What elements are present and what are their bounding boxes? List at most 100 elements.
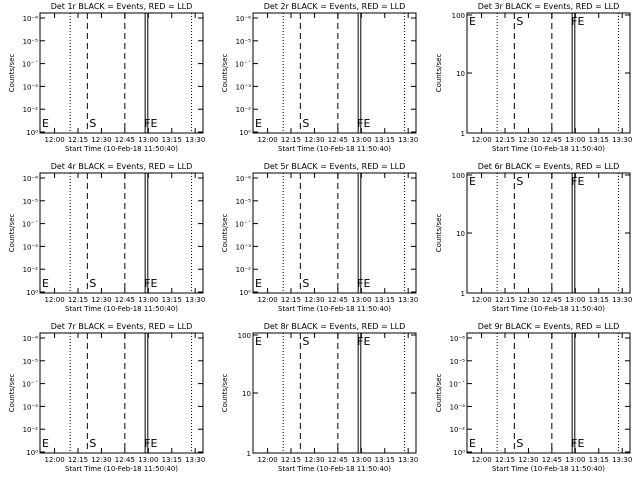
x-tick-label: 13:30 — [185, 136, 205, 144]
marker-FE: FE — [144, 437, 157, 450]
y-tick-label: 10⁻³ — [23, 403, 39, 411]
y-tick-label: 10⁻² — [23, 426, 39, 434]
x-tick-label: 12:15 — [495, 136, 515, 144]
x-tick-label: 12:45 — [115, 456, 135, 464]
y-tick-label: 10⁻´ — [449, 381, 465, 389]
x-axis-label: Start Time (10-Feb-18 11:50:40) — [278, 305, 391, 313]
panel-title: Det 8r BLACK = Events, RED = LLD — [264, 322, 406, 331]
marker-S: S — [302, 277, 309, 290]
y-tick-label: 10⁻³ — [236, 83, 252, 91]
marker-E: E — [42, 437, 49, 450]
plot-frame — [466, 332, 631, 454]
x-axis-label: Start Time (10-Feb-18 11:50:40) — [278, 465, 391, 473]
y-axis-label: Counts/sec — [221, 374, 229, 413]
y-tick-label: 10⁻² — [236, 266, 252, 274]
plot-frame — [39, 172, 204, 294]
y-tick-label: 10⁰ — [26, 449, 38, 457]
y-tick-label: 10⁻⁵ — [23, 358, 39, 366]
y-tick-label: 100 — [452, 172, 465, 180]
marker-S: S — [302, 117, 309, 130]
y-axis-label: Counts/sec — [8, 54, 16, 93]
x-tick-label: 13:30 — [398, 296, 418, 304]
y-tick-label: 1 — [247, 450, 251, 458]
y-tick-label: 10⁰ — [26, 129, 38, 137]
x-axis-label: Start Time (10-Feb-18 11:50:40) — [65, 465, 178, 473]
x-tick-label: 12:00 — [471, 136, 491, 144]
marker-S: S — [89, 437, 96, 450]
panel-title: Det 9r BLACK = Events, RED = LLD — [478, 322, 620, 331]
x-tick-label: 12:15 — [495, 456, 515, 464]
y-tick-label: 10 — [456, 70, 465, 78]
y-tick-label: 10 — [456, 230, 465, 238]
y-axis-label: Counts/sec — [435, 374, 443, 413]
x-tick-label: 13:30 — [612, 296, 632, 304]
x-tick-label: 13:15 — [589, 456, 609, 464]
marker-FE: FE — [571, 437, 584, 450]
y-tick-label: 10⁻´ — [235, 221, 251, 229]
y-tick-label: 10⁰ — [26, 289, 38, 297]
y-tick-label: 10⁻² — [23, 266, 39, 274]
x-tick-label: 13:15 — [375, 136, 395, 144]
x-tick-label: 12:30 — [304, 136, 324, 144]
x-tick-label: 12:30 — [518, 296, 538, 304]
y-tick-label: 10⁻⁵ — [23, 198, 39, 206]
x-tick-label: 12:00 — [44, 456, 64, 464]
y-tick-label: 1 — [461, 130, 465, 138]
marker-E: E — [42, 117, 49, 130]
x-tick-label: 12:00 — [44, 136, 64, 144]
y-tick-label: 10⁻⁶ — [450, 335, 466, 343]
marker-E: E — [255, 277, 262, 290]
x-tick-label: 12:45 — [115, 136, 135, 144]
x-tick-label: 12:45 — [115, 296, 135, 304]
y-axis-label: Counts/sec — [8, 214, 16, 253]
y-tick-label: 10⁻² — [236, 106, 252, 114]
y-tick-label: 10⁻⁵ — [23, 38, 39, 46]
x-tick-label: 12:00 — [257, 136, 277, 144]
y-tick-label: 10⁻³ — [23, 243, 39, 251]
x-tick-label: 13:15 — [162, 456, 182, 464]
x-tick-label: 13:00 — [351, 456, 371, 464]
marker-FE: FE — [357, 277, 370, 290]
x-tick-label: 12:00 — [257, 296, 277, 304]
x-tick-label: 12:30 — [518, 456, 538, 464]
y-tick-label: 100 — [452, 12, 465, 20]
x-tick-label: 13:15 — [375, 456, 395, 464]
x-tick-label: 12:15 — [68, 456, 88, 464]
marker-S: S — [516, 15, 523, 28]
x-tick-label: 12:45 — [328, 456, 348, 464]
y-axis-label: Counts/sec — [221, 54, 229, 93]
x-tick-label: 12:00 — [471, 296, 491, 304]
x-tick-label: 12:30 — [91, 136, 111, 144]
marker-FE: FE — [357, 117, 370, 130]
marker-E: E — [42, 277, 49, 290]
x-tick-label: 13:00 — [565, 136, 585, 144]
x-tick-label: 13:15 — [375, 296, 395, 304]
y-tick-label: 10⁻´ — [22, 61, 38, 69]
y-tick-label: 10⁻⁶ — [236, 15, 252, 23]
panel-9: Det 9r BLACK = Events, RED = LLD Counts/s… — [435, 322, 632, 473]
x-tick-label: 13:00 — [351, 136, 371, 144]
panel-title: Det 1r BLACK = Events, RED = LLD — [51, 2, 193, 11]
plot-frame — [466, 12, 631, 134]
marker-E: E — [255, 117, 262, 130]
x-tick-label: 13:15 — [589, 136, 609, 144]
marker-FE: FE — [571, 15, 584, 28]
marker-E: E — [469, 437, 476, 450]
y-tick-label: 10 — [242, 390, 251, 398]
x-tick-label: 12:15 — [68, 296, 88, 304]
x-tick-label: 12:00 — [471, 456, 491, 464]
x-tick-label: 13:30 — [185, 456, 205, 464]
panel-title: Det 6r BLACK = Events, RED = LLD — [478, 162, 620, 171]
x-tick-label: 13:00 — [351, 296, 371, 304]
x-tick-label: 13:30 — [612, 456, 632, 464]
x-axis-label: Start Time (10-Feb-18 11:50:40) — [492, 145, 605, 153]
panel-title: Det 5r BLACK = Events, RED = LLD — [264, 162, 406, 171]
y-axis-label: Counts/sec — [435, 214, 443, 253]
marker-S: S — [516, 175, 523, 188]
plot-frame — [466, 172, 631, 294]
panel-7: Det 7r BLACK = Events, RED = LLD Counts/s… — [8, 322, 205, 473]
x-tick-label: 13:00 — [138, 136, 158, 144]
x-tick-label: 12:30 — [91, 456, 111, 464]
marker-S: S — [89, 117, 96, 130]
